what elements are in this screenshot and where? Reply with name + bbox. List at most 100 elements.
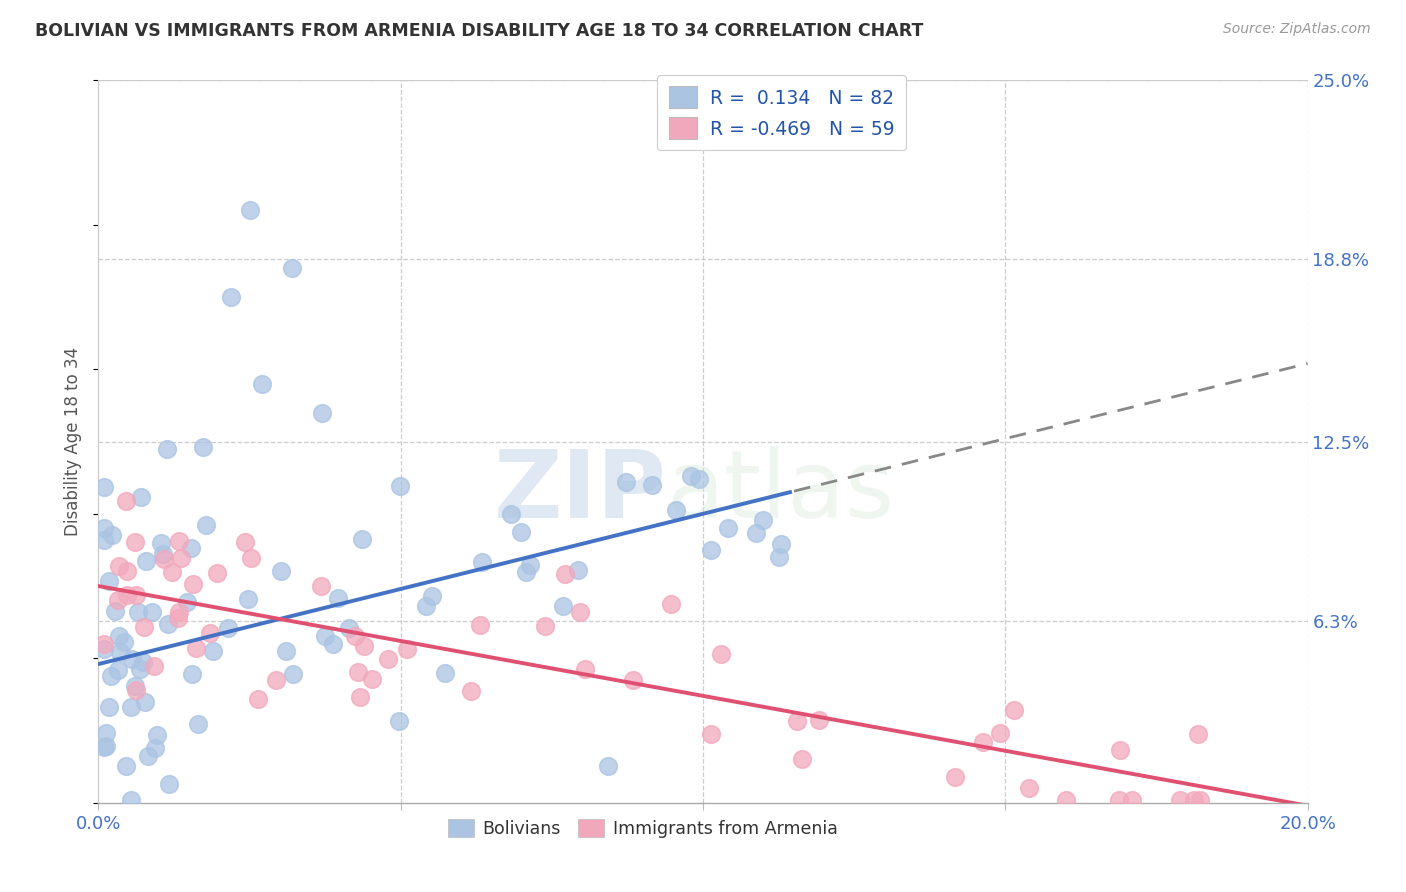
Point: [769, 537, 792, 551]
Point: [167, 611, 190, 625]
Point: [128, 662, 150, 676]
Point: [120, 700, 142, 714]
Point: [943, 770, 966, 784]
Point: [972, 735, 994, 749]
Point: [250, 376, 273, 391]
Point: [108, 558, 131, 573]
Point: [699, 727, 721, 741]
Point: [568, 605, 591, 619]
Point: [349, 690, 371, 704]
Legend: Bolivians, Immigrants from Armenia: Bolivians, Immigrants from Armenia: [440, 812, 845, 845]
Point: [574, 662, 596, 676]
Point: [124, 534, 146, 549]
Point: [270, 564, 292, 578]
Point: [98, 574, 121, 589]
Point: [205, 566, 228, 580]
Point: [198, 625, 221, 640]
Point: [659, 597, 682, 611]
Point: [510, 525, 533, 540]
Point: [195, 517, 218, 532]
Point: [309, 579, 332, 593]
Point: [361, 672, 384, 686]
Point: [551, 599, 574, 613]
Point: [157, 777, 180, 791]
Point: [125, 683, 148, 698]
Point: [326, 591, 349, 605]
Point: [786, 714, 808, 728]
Point: [699, 543, 721, 558]
Point: [1109, 742, 1132, 756]
Point: [752, 513, 775, 527]
Point: [745, 525, 768, 540]
Y-axis label: Disability Age 18 to 34: Disability Age 18 to 34: [65, 347, 83, 536]
Point: [107, 629, 129, 643]
Point: [350, 532, 373, 546]
Point: [790, 752, 813, 766]
Point: [988, 726, 1011, 740]
Point: [311, 406, 333, 420]
Point: [347, 665, 370, 680]
Point: [156, 442, 179, 457]
Point: [717, 521, 740, 535]
Point: [160, 565, 183, 579]
Point: [420, 589, 443, 603]
Point: [129, 490, 152, 504]
Point: [93, 520, 115, 534]
Point: [135, 553, 157, 567]
Point: [115, 758, 138, 772]
Point: [97, 700, 120, 714]
Point: [94, 739, 117, 753]
Point: [141, 605, 163, 619]
Point: [221, 290, 243, 304]
Point: [322, 637, 344, 651]
Point: [388, 714, 411, 728]
Point: [93, 533, 115, 548]
Point: [107, 592, 129, 607]
Point: [1054, 793, 1077, 807]
Point: [181, 577, 204, 591]
Point: [679, 469, 702, 483]
Point: [641, 477, 664, 491]
Point: [264, 673, 287, 687]
Point: [150, 536, 173, 550]
Point: [93, 479, 115, 493]
Point: [1182, 793, 1205, 807]
Point: [1188, 793, 1211, 807]
Point: [104, 604, 127, 618]
Point: [533, 619, 555, 633]
Text: Source: ZipAtlas.com: Source: ZipAtlas.com: [1223, 22, 1371, 37]
Point: [93, 641, 115, 656]
Point: [186, 641, 208, 656]
Point: [93, 637, 115, 651]
Point: [768, 549, 790, 564]
Point: [121, 652, 143, 666]
Point: [202, 644, 225, 658]
Point: [169, 533, 191, 548]
Point: [665, 503, 688, 517]
Point: [127, 606, 149, 620]
Point: [621, 673, 644, 688]
Point: [460, 684, 482, 698]
Point: [515, 565, 537, 579]
Point: [132, 655, 155, 669]
Point: [281, 261, 304, 276]
Text: atlas: atlas: [666, 446, 896, 538]
Text: BOLIVIAN VS IMMIGRANTS FROM ARMENIA DISABILITY AGE 18 TO 34 CORRELATION CHART: BOLIVIAN VS IMMIGRANTS FROM ARMENIA DISA…: [35, 22, 924, 40]
Point: [415, 599, 437, 613]
Point: [187, 717, 209, 731]
Point: [1002, 703, 1025, 717]
Point: [120, 793, 142, 807]
Point: [1121, 793, 1143, 807]
Point: [396, 642, 419, 657]
Point: [239, 203, 262, 218]
Point: [377, 652, 399, 666]
Point: [247, 692, 270, 706]
Point: [240, 551, 263, 566]
Point: [114, 635, 136, 649]
Point: [124, 679, 146, 693]
Point: [471, 555, 494, 569]
Point: [688, 472, 710, 486]
Point: [434, 666, 457, 681]
Point: [145, 728, 167, 742]
Point: [468, 618, 491, 632]
